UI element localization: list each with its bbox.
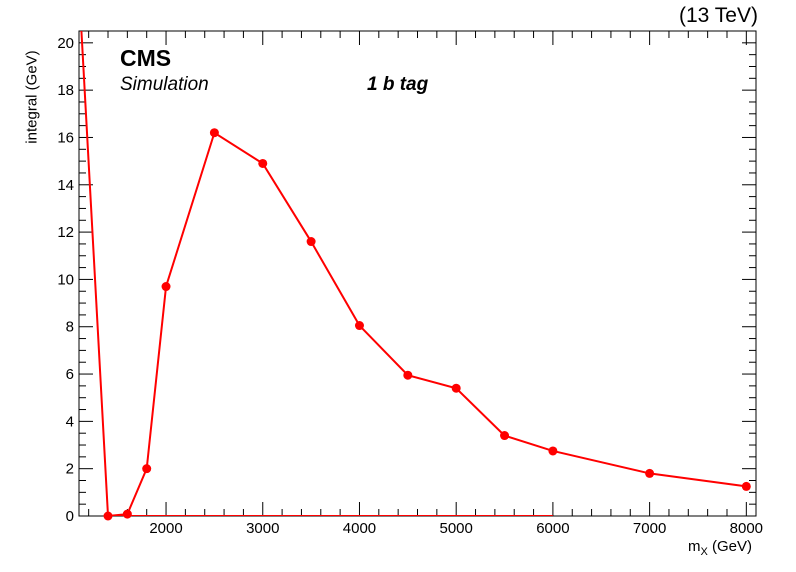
data-point	[209, 128, 219, 138]
energy-label: (13 TeV)	[679, 4, 758, 27]
series-line	[107, 131, 747, 516]
data-points	[103, 128, 751, 521]
data-point	[548, 446, 558, 456]
y-tick-label: 18	[57, 82, 74, 99]
data-point	[741, 481, 751, 491]
y-axis-label: integral (GeV)	[23, 50, 41, 144]
data-point	[451, 383, 461, 393]
experiment-label: CMS	[120, 45, 172, 71]
x-tick-label: 4000	[343, 520, 376, 537]
x-tick-label: 3000	[246, 520, 279, 537]
x-axis-label-main: m	[687, 538, 701, 555]
x-axis-label-unit: (GeV)	[707, 538, 752, 555]
extra-line	[80, 31, 110, 516]
y-tick-label: 2	[66, 461, 74, 478]
data-point	[354, 321, 364, 331]
y-tick-label: 0	[66, 508, 74, 525]
category-label: 1 b tag	[367, 74, 429, 95]
axis-ticks: 2000 3000 4000 5000 6000 7000 8000 0 2 4 6 8 10 12 14 1…	[57, 31, 763, 537]
data-point	[306, 237, 316, 247]
y-tick-label: 20	[57, 35, 74, 52]
data-point	[403, 370, 413, 380]
data-point	[142, 464, 152, 474]
x-axis-label: mX (GeV)	[688, 538, 752, 558]
y-tick-label: 8	[66, 319, 74, 336]
data-point	[258, 158, 268, 168]
y-tick-label: 6	[66, 366, 74, 383]
plot-frame	[78, 30, 757, 517]
x-tick-label: 5000	[439, 520, 472, 537]
data-point	[103, 511, 113, 521]
data-point	[645, 468, 655, 478]
data-point	[500, 431, 510, 441]
y-tick-label: 12	[57, 224, 74, 241]
data-lines	[80, 31, 747, 516]
x-tick-label: 2000	[149, 520, 182, 537]
y-tick-label: 4	[66, 413, 74, 430]
x-tick-label: 6000	[536, 520, 569, 537]
x-axis-label-sub: X	[700, 546, 708, 558]
x-tick-label: 8000	[730, 520, 763, 537]
y-tick-label: 10	[57, 271, 74, 288]
data-point	[122, 509, 132, 519]
simulation-label: Simulation	[120, 74, 209, 95]
data-point	[161, 282, 171, 292]
x-tick-label: 7000	[633, 520, 666, 537]
y-tick-label: 14	[57, 177, 74, 194]
y-tick-label: 16	[57, 129, 74, 146]
